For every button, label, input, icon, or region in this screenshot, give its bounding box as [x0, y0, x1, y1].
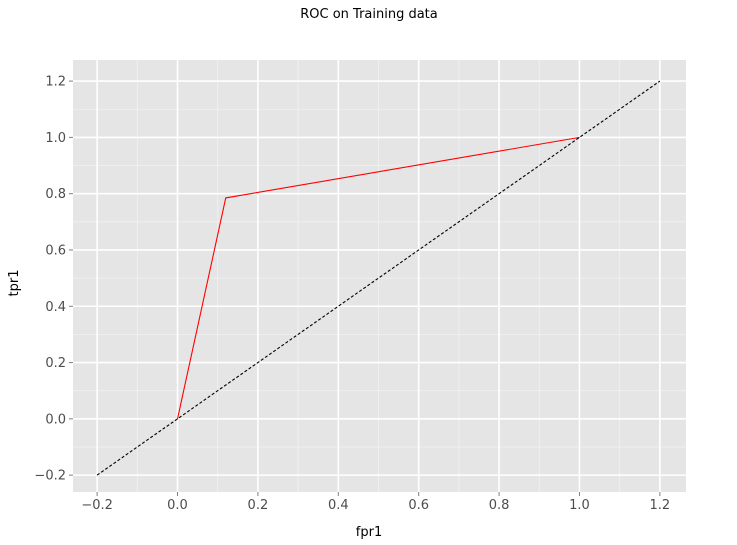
major-grid	[73, 60, 686, 492]
y-tick-label: 0.8	[45, 187, 66, 202]
x-tick-label: 1.0	[569, 498, 590, 513]
x-axis-label: fpr1	[356, 525, 382, 540]
x-tick-label: 0.6	[408, 498, 429, 513]
x-tick-label: 0.4	[328, 498, 349, 513]
x-tick-label: 0.0	[167, 498, 188, 513]
series-layer	[96, 80, 661, 476]
y-tick-label: 0.0	[45, 412, 66, 427]
y-tick-label: 0.6	[45, 243, 66, 258]
y-tick-label: 0.2	[45, 356, 66, 371]
x-tick-label: 1.2	[650, 498, 671, 513]
x-tick-label: 0.8	[489, 498, 510, 513]
chart-title: ROC on Training data	[300, 7, 438, 22]
x-axis-ticks: −0.2 0.0 0.2 0.4 0.6 0.8 1.0 1.2	[81, 492, 670, 513]
y-tick-label: 1.2	[45, 75, 66, 90]
y-axis-label: tpr1	[7, 270, 22, 297]
x-tick-label: 0.2	[248, 498, 269, 513]
y-tick-label: 0.4	[45, 300, 66, 315]
y-axis-ticks: −0.2 0.0 0.2 0.4 0.6 0.8 1.0 1.2	[34, 75, 73, 484]
plot-panel	[73, 60, 686, 492]
roc-curve-line	[176, 136, 580, 419]
x-tick-label: −0.2	[81, 498, 113, 513]
y-tick-label: −0.2	[34, 469, 66, 484]
diagonal-reference-line	[96, 80, 661, 476]
y-tick-label: 1.0	[45, 131, 66, 146]
minor-grid	[73, 60, 686, 492]
